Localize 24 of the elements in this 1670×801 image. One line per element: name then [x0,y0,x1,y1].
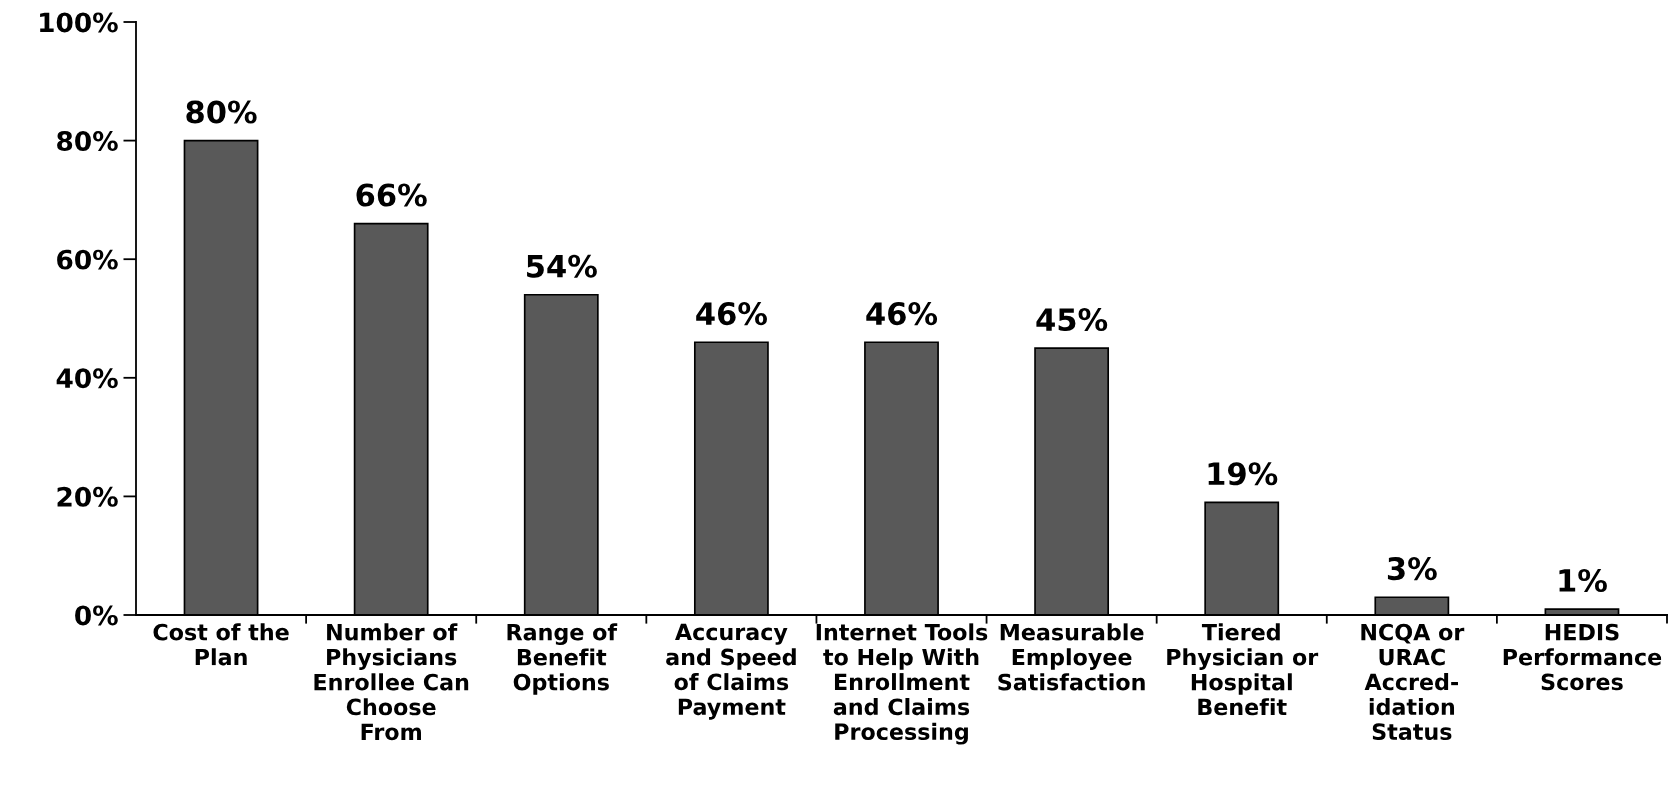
x-tick-label: Range of Benefit Options [507,623,618,695]
data-label: 45% [1036,308,1108,332]
y-tick-label: 0% [75,605,118,626]
x-tick-label: NCQA or URAC Accred- idation Status [1361,623,1465,741]
y-tick-label: 20% [57,486,118,507]
data-label: 3% [1387,557,1437,581]
data-label: 46% [696,302,767,326]
y-tick-label: 40% [56,368,118,389]
x-tick-label: Accuracy and Speed of Claims Payment [666,623,796,720]
data-label: 46% [866,302,938,326]
data-label: 1% [1559,568,1607,593]
data-label: 66% [356,183,427,207]
x-tick-label: Cost of the Plan [153,623,289,666]
y-tick-label: 100% [40,12,118,33]
y-tick-label: 80% [57,131,118,151]
x-tick-label: Internet Tools to Help With Enrollment and Claims Processing [816,623,988,745]
x-tick-label: Number of Physicians Enrollee Can Choose From [314,623,469,741]
x-tick-label: Tiered Physician or Hospital Benefit [1167,623,1319,716]
data-label: 19% [1208,462,1278,486]
y-tick-label: 60% [57,249,118,270]
x-tick-label: HEDIS Performance Scores [1503,623,1662,691]
data-label: 54% [527,254,597,278]
data-label: 80% [186,100,257,124]
x-tick-label: Measurable Employee Satisfaction [998,623,1145,691]
